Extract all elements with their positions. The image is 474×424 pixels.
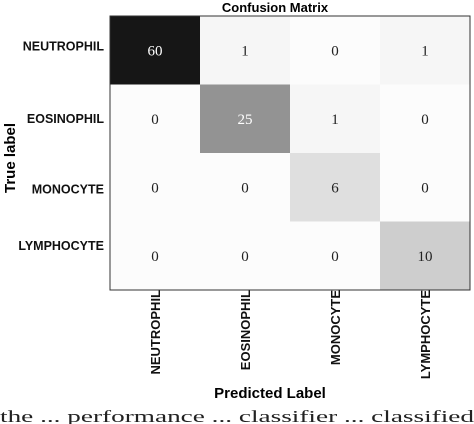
cell-value-2-2: 6 — [331, 180, 339, 196]
row-label-1: EOSINOPHIL — [27, 112, 104, 126]
cell-0-1 — [200, 16, 290, 85]
cell-value-3-0: 0 — [151, 249, 159, 265]
cell-3-1 — [200, 221, 290, 290]
cell-value-2-1: 0 — [241, 180, 249, 196]
cell-3-0 — [110, 221, 200, 290]
cell-value-0-1: 1 — [241, 43, 249, 59]
cell-0-3 — [380, 16, 470, 85]
cell-1-3 — [380, 84, 470, 153]
cell-1-0 — [110, 84, 200, 153]
cell-value-3-1: 0 — [241, 249, 249, 265]
chart-title: Confusion Matrix — [222, 0, 329, 15]
column-label-0: NEUTROPHIL — [148, 290, 163, 375]
row-label-0: NEUTROPHIL — [23, 39, 105, 53]
cell-value-3-3: 10 — [418, 249, 433, 265]
y-axis-label: True label — [2, 123, 19, 193]
cell-value-0-2: 0 — [331, 43, 339, 59]
cell-3-2 — [290, 221, 380, 290]
figure-caption: the ... performance ... classifier ... c… — [0, 407, 474, 424]
cell-3-3 — [380, 221, 470, 290]
cell-2-0 — [110, 153, 200, 222]
cell-value-0-0: 60 — [148, 43, 163, 59]
column-label-1: EOSINOPHIL — [238, 290, 253, 370]
cell-value-0-3: 1 — [421, 43, 429, 59]
column-label-2: MONOCYTE — [328, 290, 343, 365]
cell-1-2 — [290, 84, 380, 153]
row-label-2: MONOCYTE — [32, 182, 104, 196]
cell-value-2-3: 0 — [421, 180, 429, 196]
cell-2-1 — [200, 153, 290, 222]
cell-value-1-0: 0 — [151, 112, 159, 128]
cell-2-3 — [380, 153, 470, 222]
column-label-3: LYMPHOCYTE — [418, 290, 433, 379]
column-labels: NEUTROPHIL EOSINOPHIL MONOCYTE LYMPHOCYTE — [148, 290, 433, 379]
cell-value-1-1: 25 — [238, 112, 253, 128]
cell-1-1 — [200, 84, 290, 153]
cell-0-2 — [290, 16, 380, 85]
row-label-3: LYMPHOCYTE — [18, 239, 104, 253]
x-axis-label: Predicted Label — [214, 385, 326, 402]
cell-value-1-2: 1 — [331, 112, 339, 128]
cell-2-2 — [290, 153, 380, 222]
matrix-border — [109, 15, 471, 291]
cell-value-3-2: 0 — [331, 249, 339, 265]
matrix-cells: 60 1 0 10 25 1 00 0 6 00 0 0 10 — [109, 15, 471, 291]
cell-value-1-3: 0 — [421, 112, 429, 128]
cell-0-0 — [110, 16, 200, 85]
cell-value-2-0: 0 — [151, 180, 159, 196]
row-labels: NEUTROPHIL EOSINOPHIL MONOCYTE LYMPHOCYTE — [18, 39, 104, 253]
